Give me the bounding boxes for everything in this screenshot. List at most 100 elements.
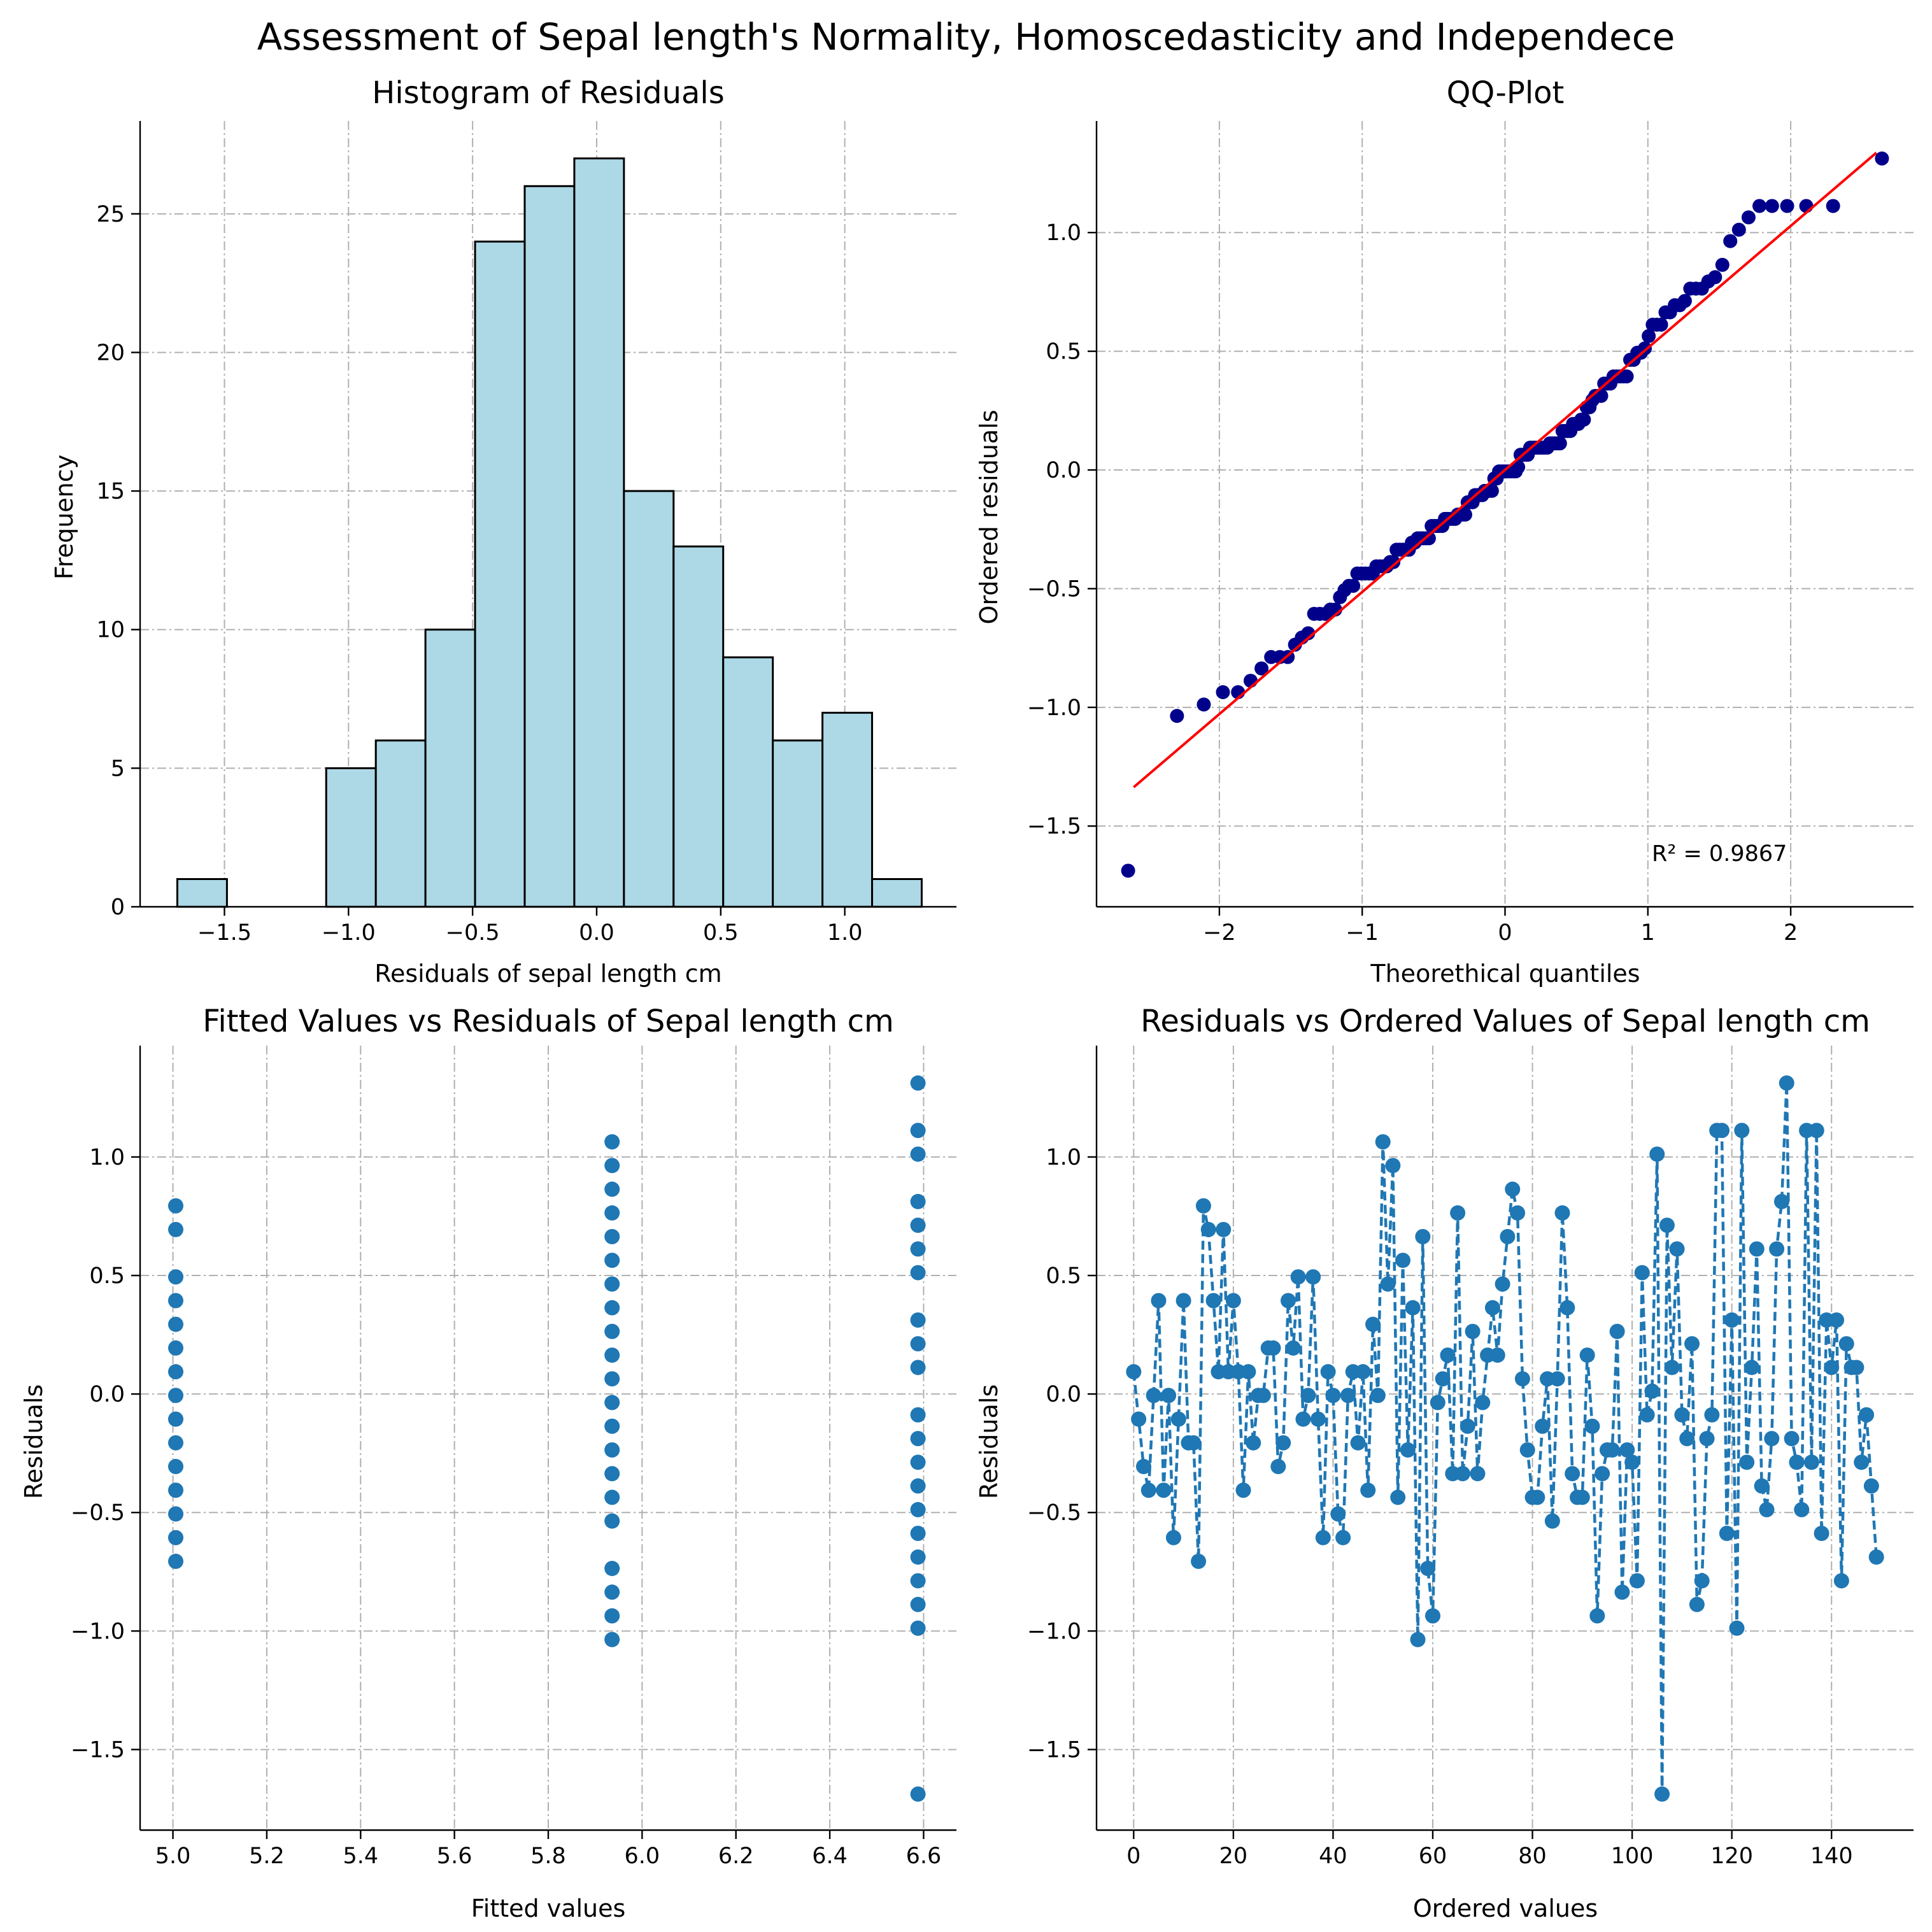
fitted-y-tick-label: 1.0 bbox=[89, 1145, 125, 1170]
qq-x-tick-label: −2 bbox=[1203, 920, 1236, 946]
fitted-point bbox=[910, 1454, 926, 1470]
qq-y-tick-label: 0.0 bbox=[1046, 458, 1081, 483]
figure-suptitle: Assessment of Sepal length's Normality, … bbox=[257, 15, 1675, 59]
ordered-point bbox=[1176, 1293, 1191, 1309]
fitted-point bbox=[910, 1573, 926, 1589]
fitted-y-tick-label: 0.5 bbox=[89, 1263, 125, 1289]
qq-y-tick-label: −1.0 bbox=[1027, 695, 1081, 721]
qq-x-tick-label: 2 bbox=[1784, 920, 1798, 946]
fitted-grid bbox=[140, 1046, 956, 1830]
ordered-x-tick-label: 140 bbox=[1810, 1843, 1853, 1869]
ordered-point bbox=[1151, 1293, 1167, 1309]
fitted-point bbox=[910, 1502, 926, 1517]
ordered-point bbox=[1535, 1418, 1551, 1434]
qq-point bbox=[1708, 270, 1722, 285]
fitted-y-tick-label: −0.5 bbox=[71, 1500, 125, 1526]
ordered-point bbox=[1838, 1336, 1854, 1352]
ordered-point bbox=[1659, 1218, 1675, 1233]
histogram-x-tick-label: −1.0 bbox=[322, 920, 376, 946]
qq-x-tick-label: 0 bbox=[1498, 920, 1512, 946]
histogram-x-tick-label: −0.5 bbox=[446, 920, 500, 946]
ordered-point bbox=[1131, 1411, 1147, 1427]
ordered-y-tick-label: 0.5 bbox=[1046, 1263, 1081, 1289]
ordered-point bbox=[1280, 1293, 1296, 1309]
ordered-point bbox=[1719, 1525, 1735, 1541]
qq-point bbox=[1677, 294, 1692, 308]
qq-y-tick-label: 0.5 bbox=[1046, 339, 1081, 365]
fitted-x-tick-label: 5.2 bbox=[249, 1843, 285, 1869]
ordered-point bbox=[1505, 1181, 1521, 1197]
fitted-point bbox=[167, 1553, 183, 1569]
ordered-point bbox=[1674, 1407, 1690, 1423]
ordered-point bbox=[1295, 1411, 1311, 1427]
histogram-x-tick-label: 0.5 bbox=[703, 920, 739, 946]
qq-y-tick-label: −1.5 bbox=[1027, 814, 1081, 839]
qq-point bbox=[1254, 661, 1269, 676]
fitted-points bbox=[167, 1075, 926, 1802]
histogram-ylabel: Frequency bbox=[50, 455, 78, 579]
ordered-point bbox=[1126, 1364, 1142, 1380]
ordered-point bbox=[1375, 1134, 1391, 1150]
ordered-point bbox=[1699, 1431, 1715, 1447]
ordered-point bbox=[1470, 1466, 1486, 1482]
histogram-bar bbox=[821, 711, 874, 908]
fitted-point bbox=[167, 1411, 183, 1427]
ordered-point bbox=[1205, 1293, 1221, 1309]
ordered-point bbox=[1475, 1395, 1491, 1410]
ordered-xlabel: Ordered values bbox=[1413, 1894, 1598, 1922]
ordered-y-tick-label: −1.5 bbox=[1027, 1737, 1081, 1763]
ordered-y-tick-label: −0.5 bbox=[1027, 1500, 1081, 1526]
histogram-bar bbox=[424, 629, 476, 908]
ordered-point bbox=[1863, 1478, 1879, 1494]
histogram-bar bbox=[623, 490, 675, 908]
qq-point bbox=[1386, 555, 1401, 569]
ordered-point bbox=[1808, 1123, 1824, 1139]
histogram-bar bbox=[672, 545, 725, 908]
fitted-y-tick-label: 0.0 bbox=[89, 1382, 125, 1407]
ordered-point bbox=[1400, 1442, 1416, 1458]
ordered-point bbox=[1544, 1513, 1560, 1529]
histogram-plot-area: −1.5 −1.0 −0.5 0.0 0.5 1.0 0 5 10 15 20 25 bbox=[96, 121, 956, 946]
fitted-point bbox=[910, 1075, 926, 1091]
ordered-point bbox=[1604, 1442, 1620, 1458]
fitted-point bbox=[167, 1221, 183, 1237]
ordered-point bbox=[1500, 1228, 1516, 1244]
fitted-point bbox=[167, 1435, 183, 1451]
qq-point bbox=[1216, 685, 1230, 699]
qq-ylabel: Ordered residuals bbox=[975, 409, 1003, 624]
ordered-point bbox=[1440, 1347, 1456, 1363]
ordered-point bbox=[1649, 1146, 1665, 1162]
ordered-point bbox=[1654, 1786, 1670, 1802]
qq-point bbox=[1731, 222, 1746, 237]
qq-fit-line bbox=[1133, 152, 1877, 788]
ordered-point bbox=[1435, 1371, 1451, 1387]
fitted-x-tick-label: 6.0 bbox=[625, 1843, 660, 1869]
fitted-point bbox=[604, 1371, 620, 1387]
ordered-point bbox=[1495, 1276, 1510, 1292]
ordered-ylabel: Residuals bbox=[975, 1384, 1003, 1499]
ordered-point bbox=[1679, 1431, 1695, 1447]
fitted-point bbox=[604, 1300, 620, 1316]
fitted-xlabel: Fitted values bbox=[471, 1894, 626, 1922]
histogram-bar bbox=[374, 739, 427, 908]
ordered-points bbox=[1126, 1075, 1884, 1802]
ordered-point bbox=[1549, 1371, 1565, 1387]
histogram-title: Histogram of Residuals bbox=[372, 75, 725, 111]
ordered-point bbox=[1764, 1431, 1780, 1447]
ordered-point bbox=[1285, 1340, 1301, 1356]
ordered-point bbox=[1589, 1608, 1605, 1624]
fitted-point bbox=[167, 1340, 183, 1356]
ordered-point bbox=[1609, 1323, 1625, 1339]
ordered-point bbox=[1340, 1388, 1356, 1403]
ordered-point bbox=[1305, 1269, 1321, 1285]
histogram-y-tick-label: 5 bbox=[111, 756, 125, 781]
fitted-point bbox=[910, 1431, 926, 1447]
fitted-x-tick-label: 5.6 bbox=[437, 1843, 472, 1869]
fitted-x-tick-label: 5.8 bbox=[530, 1843, 566, 1869]
ordered-point bbox=[1156, 1482, 1172, 1498]
fitted-point bbox=[910, 1525, 926, 1541]
ordered-point bbox=[1739, 1454, 1755, 1470]
ordered-x-tick-label: 60 bbox=[1419, 1843, 1447, 1869]
ordered-point bbox=[1773, 1193, 1789, 1209]
ordered-point bbox=[1814, 1525, 1829, 1541]
